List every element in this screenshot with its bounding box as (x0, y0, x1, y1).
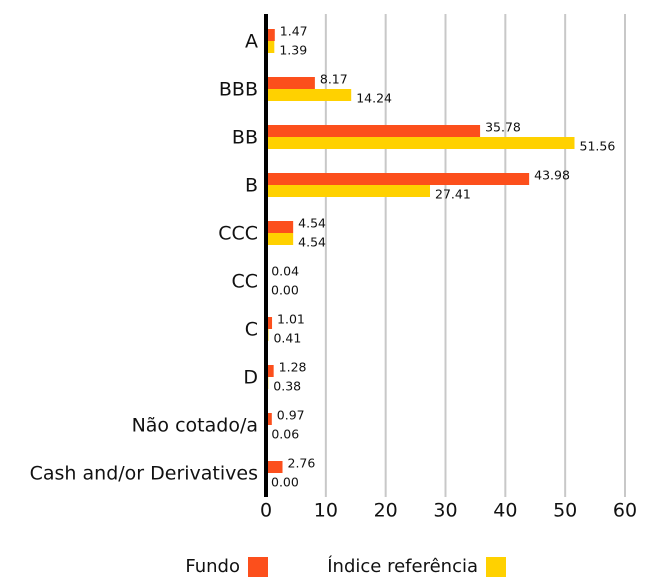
value-label: 0.00 (271, 283, 299, 298)
value-label: 35.78 (485, 120, 521, 135)
bar (266, 89, 352, 101)
bar (266, 221, 294, 233)
category-label: CCC (218, 223, 258, 245)
bar (266, 173, 530, 185)
category-label: Cash and/or Derivatives (30, 463, 258, 485)
category-label: C (245, 319, 258, 341)
bar (266, 413, 272, 425)
value-label: 0.38 (273, 379, 301, 394)
category-label: Não cotado/a (132, 415, 258, 437)
value-label: 43.98 (534, 168, 570, 183)
x-tick-label: 50 (553, 500, 577, 522)
legend-label: Índice referência (327, 555, 478, 577)
x-tick-label: 60 (613, 500, 637, 522)
category-label: D (243, 367, 258, 389)
value-label: 1.39 (279, 43, 307, 58)
bar (266, 77, 315, 89)
legend-swatch (486, 557, 506, 577)
bar (266, 29, 275, 41)
category-label: B (245, 175, 258, 197)
x-tick-label: 20 (374, 500, 398, 522)
value-label: 1.01 (277, 312, 305, 327)
value-label: 0.00 (271, 475, 299, 490)
value-label: 8.17 (320, 72, 348, 87)
value-label: 4.54 (298, 235, 326, 250)
bar (266, 41, 275, 53)
value-label: 0.04 (271, 264, 299, 279)
x-tick-label: 30 (433, 500, 457, 522)
bar (266, 125, 481, 137)
category-label: A (245, 31, 258, 53)
value-label: 0.06 (271, 427, 299, 442)
value-label: 4.54 (298, 216, 326, 231)
bar (266, 137, 575, 149)
value-label: 14.24 (356, 91, 392, 106)
value-label: 1.28 (279, 360, 307, 375)
value-label: 27.41 (435, 187, 471, 202)
category-label: BBB (219, 79, 258, 101)
value-label: 51.56 (580, 139, 616, 154)
x-tick-label: 10 (314, 500, 338, 522)
legend-swatch (248, 557, 268, 577)
bar (266, 365, 274, 377)
x-tick-label: 40 (493, 500, 517, 522)
bar (266, 317, 273, 329)
value-label: 0.41 (273, 331, 301, 346)
bar (266, 185, 431, 197)
legend-label: Fundo (185, 556, 240, 577)
x-tick-label: 0 (260, 500, 272, 522)
bar (266, 233, 294, 245)
bar (266, 461, 283, 473)
category-label: CC (231, 271, 258, 293)
category-label: BB (232, 127, 258, 149)
value-label: 0.97 (277, 408, 305, 423)
value-label: 1.47 (280, 24, 308, 39)
value-label: 2.76 (288, 456, 316, 471)
